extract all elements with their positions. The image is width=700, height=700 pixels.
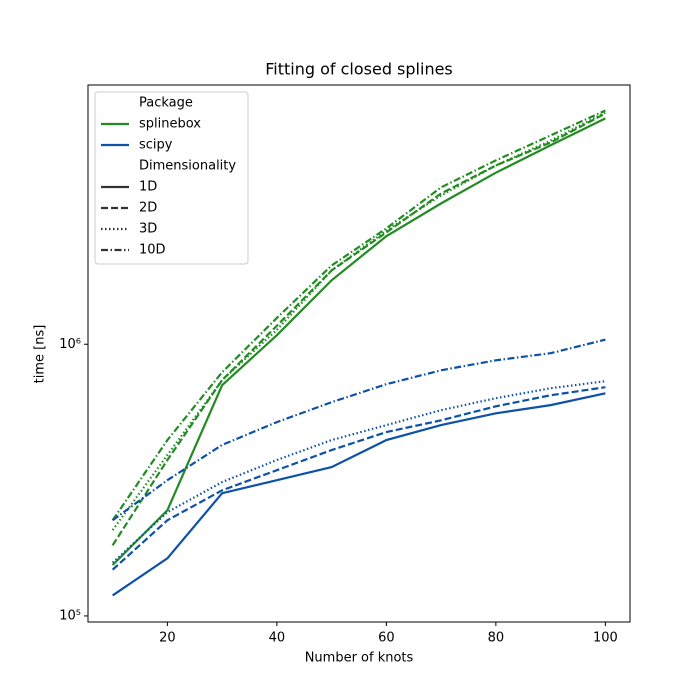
plot-frame	[87, 84, 631, 623]
legend-entry: 10D	[139, 243, 166, 258]
series-line	[111, 386, 606, 571]
x-tick-label: 100	[593, 631, 618, 646]
legend-entry: 1D	[139, 180, 157, 195]
legend-box	[94, 91, 249, 265]
series-line	[111, 338, 606, 522]
y-axis-label: time [ns]	[33, 325, 48, 384]
legend-entry: 2D	[139, 201, 157, 216]
series-line	[111, 112, 606, 546]
y-tick-label: 10⁵	[59, 608, 81, 623]
x-axis-label: Number of knots	[305, 651, 414, 666]
legend-title: Dimensionality	[139, 159, 236, 174]
x-tick-label: 20	[159, 631, 176, 646]
legend-entry: splinebox	[139, 117, 201, 132]
legend-title: Package	[139, 96, 193, 111]
series-line	[112, 392, 606, 597]
series-line	[111, 109, 606, 521]
y-tick-label: 10⁶	[59, 337, 81, 352]
x-tick-label: 40	[269, 631, 286, 646]
legend-entry: 3D	[139, 222, 157, 237]
x-tick-label: 60	[378, 631, 395, 646]
series-line	[111, 117, 606, 566]
chart-title: Fitting of closed splines	[265, 60, 453, 79]
x-tick-label: 80	[488, 631, 505, 646]
legend-entry: scipy	[139, 138, 173, 153]
